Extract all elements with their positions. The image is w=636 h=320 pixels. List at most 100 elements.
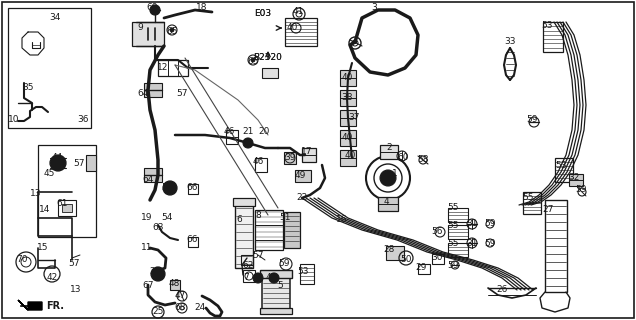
Text: 18: 18 bbox=[197, 4, 208, 12]
Text: 65: 65 bbox=[247, 58, 259, 67]
Text: 57: 57 bbox=[73, 158, 85, 167]
Bar bbox=[62, 204, 72, 212]
Circle shape bbox=[269, 273, 279, 283]
Text: 7: 7 bbox=[243, 274, 249, 283]
Text: 49: 49 bbox=[294, 171, 306, 180]
Text: 12: 12 bbox=[157, 63, 169, 73]
Bar bbox=[188, 184, 198, 194]
Bar bbox=[545, 200, 567, 292]
Bar bbox=[340, 110, 356, 126]
Bar bbox=[86, 155, 96, 171]
Text: 63: 63 bbox=[152, 223, 163, 233]
Circle shape bbox=[253, 273, 263, 283]
Text: 53: 53 bbox=[297, 268, 308, 276]
Bar bbox=[144, 83, 162, 97]
Text: 3: 3 bbox=[371, 4, 377, 12]
Bar bbox=[243, 270, 255, 282]
Text: 13: 13 bbox=[31, 189, 42, 198]
Polygon shape bbox=[18, 300, 42, 310]
Text: 40: 40 bbox=[342, 74, 353, 83]
Text: 43: 43 bbox=[252, 274, 264, 283]
Bar bbox=[8, 8, 91, 128]
Text: 61: 61 bbox=[56, 198, 68, 207]
Text: B2320: B2320 bbox=[254, 53, 282, 62]
Circle shape bbox=[380, 170, 396, 186]
Text: 57: 57 bbox=[68, 259, 80, 268]
Bar bbox=[543, 22, 563, 52]
Text: 43: 43 bbox=[265, 274, 277, 283]
Bar bbox=[569, 174, 583, 186]
Text: 55: 55 bbox=[522, 194, 534, 203]
Bar bbox=[38, 145, 96, 237]
Text: 22: 22 bbox=[296, 194, 308, 203]
Bar bbox=[226, 130, 238, 144]
Bar bbox=[380, 145, 398, 159]
Text: 34: 34 bbox=[50, 13, 60, 22]
Text: 65: 65 bbox=[166, 28, 177, 36]
Text: 42: 42 bbox=[46, 274, 58, 283]
Text: 50: 50 bbox=[400, 255, 411, 265]
Circle shape bbox=[163, 181, 177, 195]
Text: 16: 16 bbox=[336, 215, 348, 225]
Text: 55: 55 bbox=[447, 204, 459, 212]
Bar bbox=[170, 280, 180, 290]
Bar bbox=[285, 18, 317, 46]
Text: 58: 58 bbox=[417, 156, 429, 164]
Text: 57: 57 bbox=[252, 251, 264, 260]
Bar bbox=[144, 168, 162, 182]
Text: 64: 64 bbox=[137, 89, 149, 98]
Text: 53: 53 bbox=[541, 20, 553, 29]
Bar bbox=[448, 225, 468, 239]
Text: 64: 64 bbox=[142, 175, 154, 185]
Text: 59: 59 bbox=[526, 116, 538, 124]
Text: 25: 25 bbox=[152, 308, 163, 316]
Text: 40: 40 bbox=[342, 133, 353, 142]
Bar bbox=[523, 192, 541, 214]
Bar bbox=[255, 158, 267, 172]
Text: 59: 59 bbox=[279, 259, 290, 268]
Text: 55: 55 bbox=[447, 238, 459, 247]
Text: 26: 26 bbox=[496, 285, 508, 294]
Bar bbox=[448, 208, 468, 222]
Text: 31: 31 bbox=[466, 238, 478, 247]
Text: 62: 62 bbox=[242, 260, 254, 269]
Bar bbox=[302, 148, 316, 162]
Text: 15: 15 bbox=[38, 244, 49, 252]
Bar bbox=[158, 60, 188, 76]
Text: 29: 29 bbox=[415, 263, 427, 273]
Bar bbox=[432, 254, 444, 264]
Bar bbox=[386, 246, 404, 260]
Text: 44: 44 bbox=[52, 154, 62, 163]
Text: 10: 10 bbox=[8, 116, 20, 124]
Text: 14: 14 bbox=[39, 205, 51, 214]
Bar bbox=[132, 22, 164, 46]
Text: 28: 28 bbox=[384, 245, 395, 254]
Text: 69: 69 bbox=[146, 4, 158, 12]
Text: 46: 46 bbox=[252, 157, 264, 166]
Text: 48: 48 bbox=[169, 279, 180, 289]
Text: 1: 1 bbox=[392, 169, 398, 178]
Text: E03: E03 bbox=[254, 9, 272, 18]
Text: 55: 55 bbox=[447, 220, 459, 229]
Bar bbox=[235, 200, 253, 268]
Text: 57: 57 bbox=[176, 90, 188, 99]
Bar bbox=[260, 270, 292, 278]
Bar bbox=[295, 170, 311, 182]
Text: 56: 56 bbox=[431, 228, 443, 236]
Text: 66: 66 bbox=[186, 183, 198, 193]
Bar bbox=[262, 68, 278, 78]
Text: 35: 35 bbox=[22, 84, 34, 92]
Bar bbox=[340, 70, 356, 86]
Bar bbox=[340, 90, 356, 106]
Text: 39: 39 bbox=[284, 154, 296, 163]
Text: 24: 24 bbox=[195, 303, 205, 313]
Text: 21: 21 bbox=[242, 127, 254, 137]
Text: 59: 59 bbox=[484, 238, 495, 247]
Bar bbox=[418, 264, 430, 274]
Bar bbox=[555, 158, 573, 182]
Text: 17: 17 bbox=[301, 148, 313, 156]
Text: 51: 51 bbox=[279, 213, 291, 222]
Text: 2: 2 bbox=[386, 143, 392, 153]
Text: 31: 31 bbox=[466, 220, 478, 228]
Bar bbox=[340, 150, 356, 166]
